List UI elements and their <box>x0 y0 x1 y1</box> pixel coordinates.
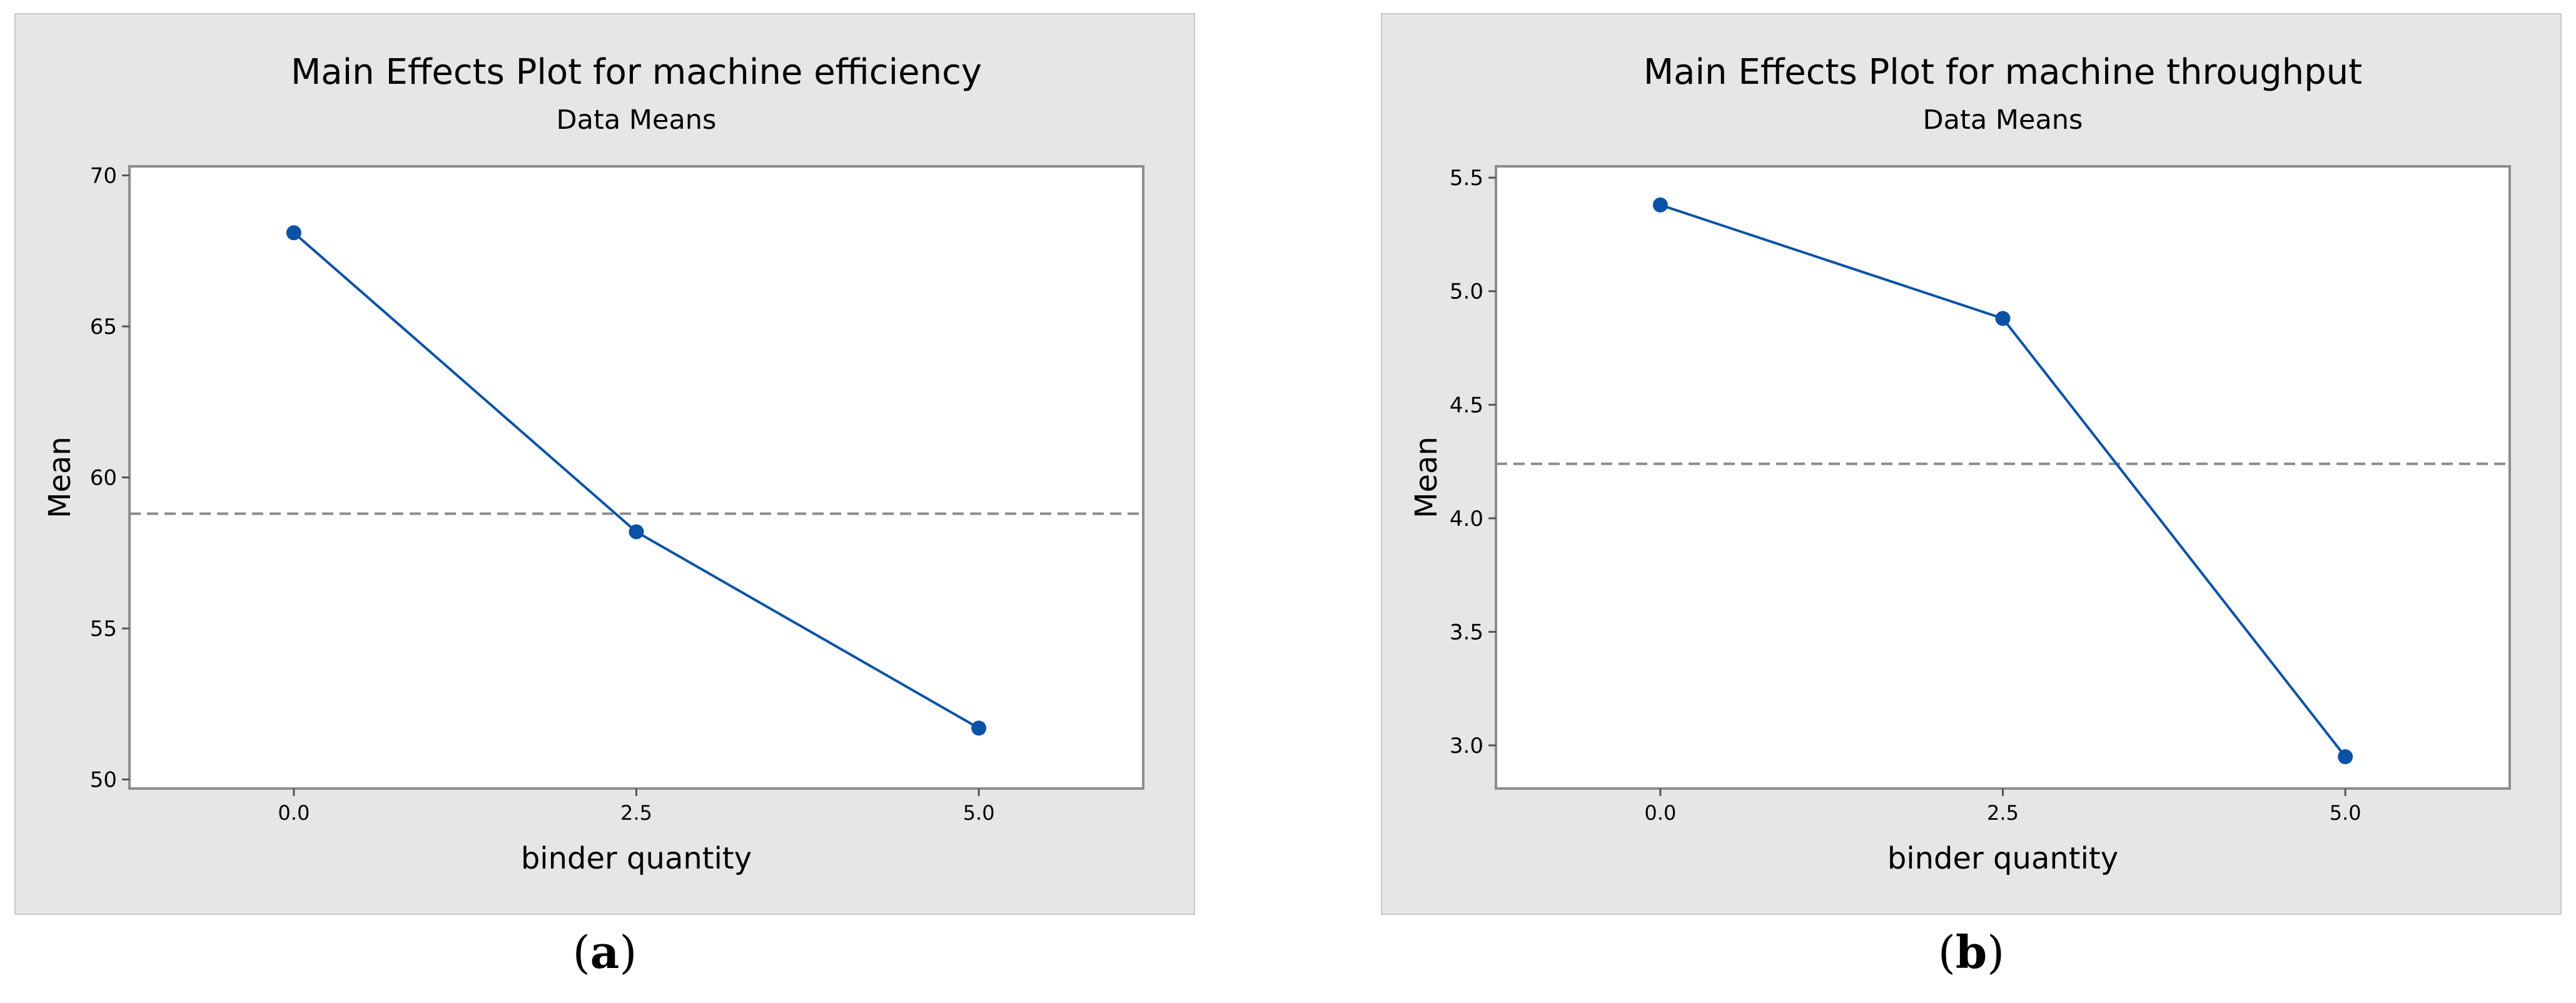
x-tick-label: 0.0 <box>278 801 310 825</box>
x-tick-label: 5.0 <box>963 801 995 825</box>
x-tick-label: 0.0 <box>1644 801 1676 825</box>
chart-subtitle: Data Means <box>1923 104 2083 136</box>
y-tick-label: 5.5 <box>1450 166 1483 191</box>
y-tick-label: 4.0 <box>1450 507 1483 532</box>
y-axis-label: Mean <box>1409 436 1444 518</box>
caption-a: (a) <box>572 925 637 979</box>
y-tick-label: 60 <box>90 466 117 491</box>
plot-area <box>1495 165 2511 790</box>
data-point <box>971 720 987 736</box>
data-point <box>286 225 301 241</box>
y-tick-label: 70 <box>90 163 117 188</box>
y-tick-label: 55 <box>90 617 117 642</box>
y-tick-label: 65 <box>90 315 117 340</box>
x-tick-label: 2.5 <box>620 801 652 825</box>
x-tick-label: 5.0 <box>2330 801 2361 825</box>
chart-title: Main Effects Plot for machine throughput <box>1644 52 2362 93</box>
data-point <box>1995 311 2011 326</box>
x-axis-label: binder quantity <box>1887 841 2118 876</box>
x-tick-label: 2.5 <box>1987 801 2019 825</box>
plot-area <box>128 165 1144 790</box>
data-point <box>629 524 644 540</box>
data-point <box>2338 749 2353 765</box>
chart-b: Main Effects Plot for machine throughput… <box>1409 52 2511 876</box>
y-tick-label: 3.0 <box>1450 733 1483 759</box>
y-tick-label: 5.0 <box>1450 280 1483 305</box>
y-tick-label: 4.5 <box>1450 393 1483 418</box>
chart-panel-b: Main Effects Plot for machine throughput… <box>1381 13 2562 915</box>
x-axis-label: binder quantity <box>521 841 752 876</box>
chart-a: Main Effects Plot for machine efficiency… <box>43 52 1144 876</box>
y-axis-label: Mean <box>43 436 78 518</box>
chart-panel-a: Main Effects Plot for machine efficiency… <box>14 13 1195 915</box>
data-point <box>1652 197 1668 213</box>
y-tick-label: 50 <box>90 768 117 793</box>
chart-subtitle: Data Means <box>557 104 717 136</box>
chart-title: Main Effects Plot for machine efficiency <box>291 52 982 93</box>
caption-b: (b) <box>1937 925 2005 979</box>
y-tick-label: 3.5 <box>1450 620 1483 645</box>
